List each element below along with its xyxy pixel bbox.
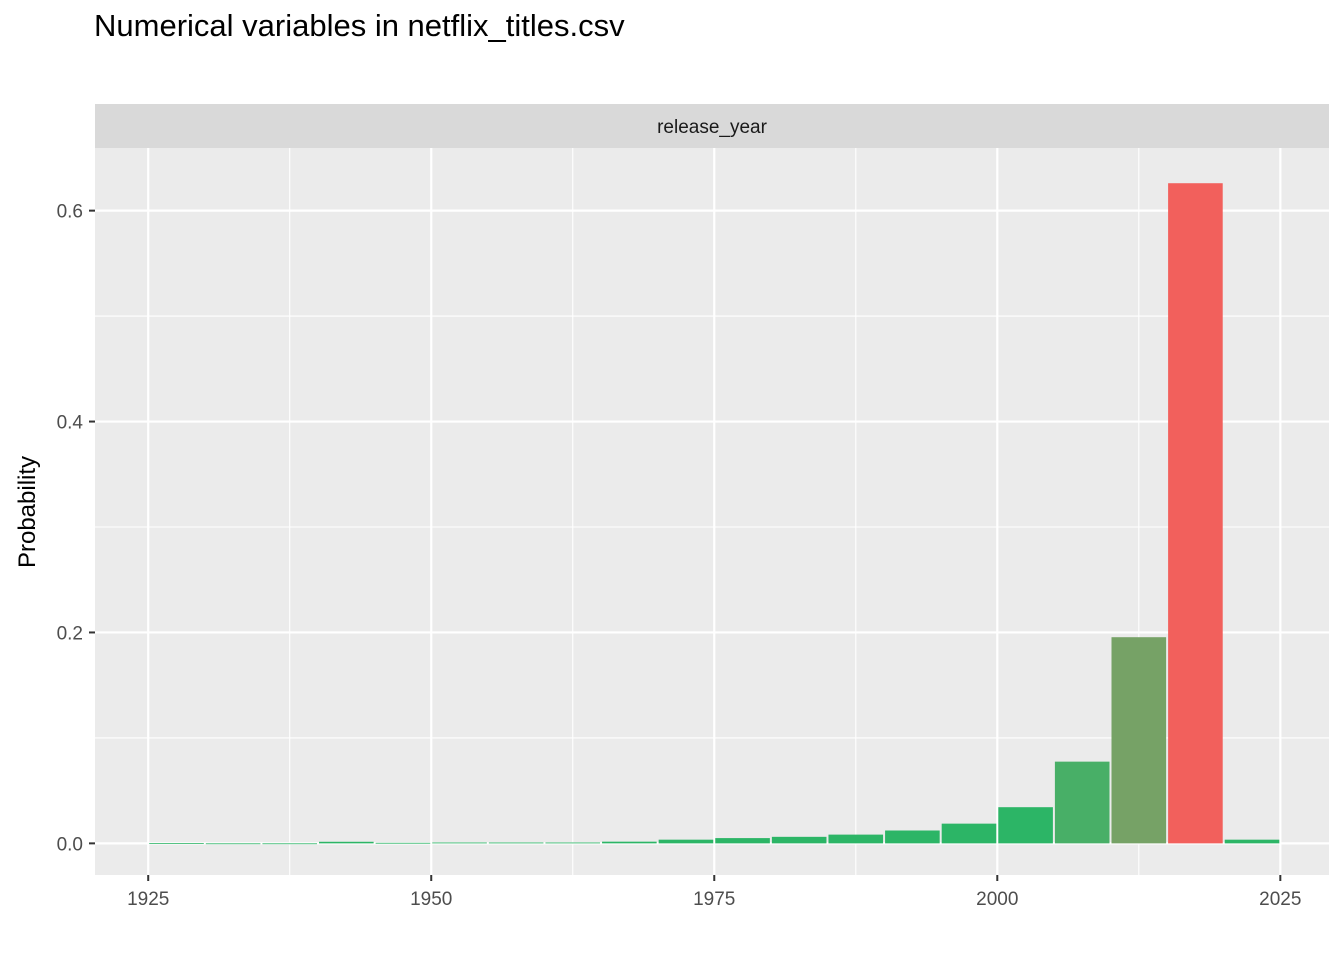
bar <box>262 843 318 845</box>
facet-strip-label: release_year <box>657 117 768 138</box>
bar <box>941 823 997 844</box>
bar <box>1054 761 1110 844</box>
chart-title: Numerical variables in netflix_titles.cs… <box>94 8 625 43</box>
y-tick-label: 0.6 <box>57 202 83 223</box>
bar <box>998 807 1053 844</box>
bar <box>375 842 431 844</box>
y-tick-label: 0.0 <box>57 834 83 855</box>
bar <box>658 839 714 844</box>
bar <box>885 830 940 844</box>
x-tick-label: 1975 <box>693 889 735 910</box>
bar <box>1224 839 1280 844</box>
x-tick-label: 2025 <box>1259 889 1301 910</box>
bar <box>149 843 204 844</box>
y-tick-label: 0.2 <box>57 623 83 644</box>
bar <box>1168 183 1223 844</box>
y-axis: 0.0 0.2 0.4 0.6 <box>57 202 95 855</box>
bar <box>319 841 374 844</box>
y-axis-title: Probability <box>14 456 41 568</box>
bar <box>828 834 884 844</box>
bar <box>205 843 261 845</box>
facet-strip <box>95 104 1329 148</box>
x-axis: 1925 1950 1975 2000 2025 <box>127 875 1301 910</box>
y-tick-label: 0.4 <box>57 413 84 434</box>
bar <box>432 842 487 844</box>
bars <box>149 183 1280 845</box>
bar <box>545 842 601 844</box>
bar <box>488 842 544 844</box>
bar <box>771 836 827 844</box>
bar <box>602 841 657 844</box>
bar <box>1111 637 1167 844</box>
x-tick-label: 1950 <box>410 889 452 910</box>
bar <box>715 838 770 844</box>
x-tick-label: 1925 <box>127 889 169 910</box>
x-tick-label: 2000 <box>976 889 1018 910</box>
